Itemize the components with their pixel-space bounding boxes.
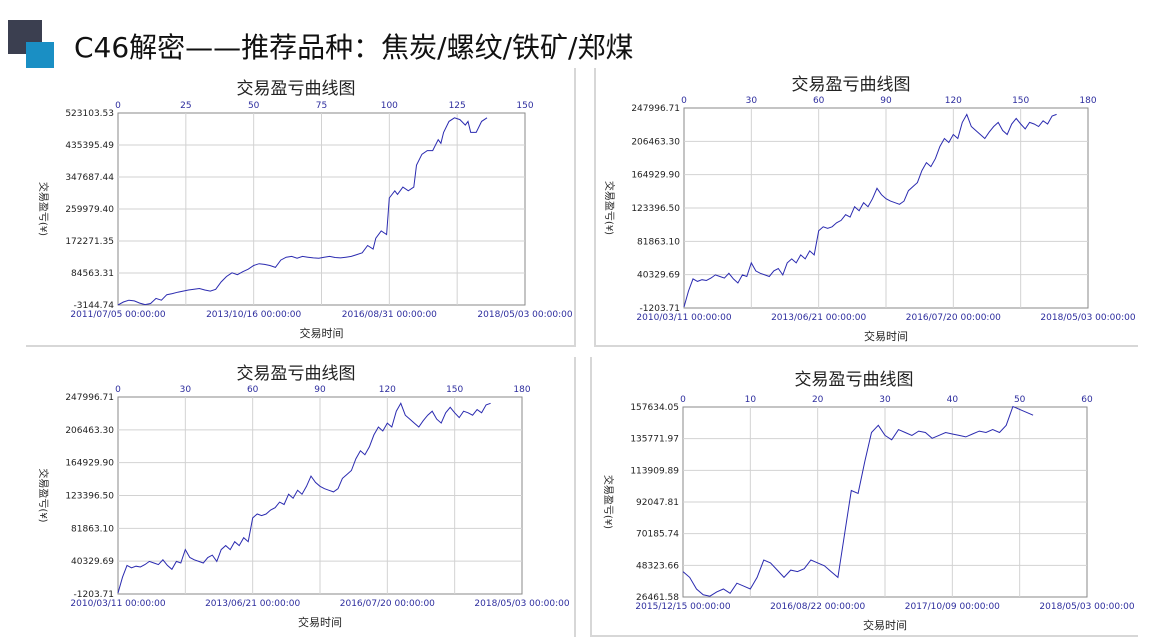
x-tick-label: 2010/03/11 00:00:00 — [70, 599, 165, 609]
chart-panel-4: 交易盈亏曲线图 157634.05 135771.97 113909.89 92047.… — [590, 357, 1138, 637]
y-tick-label: 92047.81 — [636, 498, 679, 508]
y-tick-label: 157634.05 — [630, 403, 679, 413]
chart-panel-1: 交易盈亏曲线图 523103.53 435395.49 347687.44 259979… — [26, 68, 576, 347]
chart-title: 交易盈亏曲线图 — [792, 75, 911, 95]
equity-curve-line — [117, 117, 488, 306]
top-tick-label: 60 — [1081, 395, 1093, 405]
y-axis-label: 交易盈亏(¥) — [602, 475, 615, 529]
chart-panel-3: 交易盈亏曲线图 247996.71 206463.30 164929.90 123396… — [26, 357, 576, 637]
top-tick-label: 100 — [381, 101, 398, 111]
y-axis-label: 交易盈亏(¥) — [37, 468, 50, 522]
y-tick-label: 206463.30 — [65, 426, 114, 436]
chart-2-svg: 交易盈亏曲线图 247996.71 206463.30 164929.90 123396… — [603, 75, 1136, 343]
y-tick-label: 40329.69 — [71, 557, 114, 567]
x-tick-label: 2018/05/03 00:00:00 — [477, 310, 572, 320]
y-tick-label: 164929.90 — [65, 459, 114, 469]
top-tick-label: 30 — [746, 96, 758, 106]
x-tick-label: 2011/07/05 00:00:00 — [70, 310, 165, 320]
top-tick-label: 30 — [180, 385, 192, 395]
top-tick-label: 0 — [115, 385, 121, 395]
top-tick-label: 125 — [449, 101, 466, 111]
top-tick-label: 0 — [115, 101, 121, 111]
top-tick-label: 180 — [513, 385, 530, 395]
y-tick-label: -1203.71 — [640, 304, 680, 314]
y-tick-label: 84563.31 — [71, 269, 114, 279]
chart-panel-2: 交易盈亏曲线图 247996.71 206463.30 164929.90 123396… — [594, 68, 1138, 347]
x-tick-label: 2016/07/20 00:00:00 — [906, 313, 1001, 323]
x-tick-label: 2015/12/15 00:00:00 — [635, 602, 730, 612]
slide-logo — [8, 20, 54, 68]
x-axis-label: 交易时间 — [863, 618, 907, 632]
x-tick-label: 2013/06/21 00:00:00 — [771, 313, 866, 323]
chart-4-svg: 交易盈亏曲线图 157634.05 135771.97 113909.89 92047.… — [602, 370, 1135, 632]
y-tick-label: 135771.97 — [630, 435, 679, 445]
y-tick-label: 48323.66 — [636, 561, 679, 571]
y-tick-label: 247996.71 — [65, 393, 114, 403]
y-tick-label: 164929.90 — [631, 171, 680, 181]
equity-curve-line — [117, 402, 491, 594]
top-tick-label: 10 — [745, 395, 757, 405]
x-tick-label: 2017/10/09 00:00:00 — [905, 602, 1000, 612]
chart-title: 交易盈亏曲线图 — [795, 370, 914, 390]
top-tick-label: 40 — [947, 395, 959, 405]
chart-1-svg: 交易盈亏曲线图 523103.53 435395.49 347687.44 259979… — [37, 79, 573, 340]
chart-3-svg: 交易盈亏曲线图 247996.71 206463.30 164929.90 123396… — [37, 364, 570, 629]
x-axis-label: 交易时间 — [298, 615, 342, 629]
y-tick-label: 113909.89 — [630, 466, 679, 476]
top-tick-label: 120 — [379, 385, 396, 395]
x-axis-label: 交易时间 — [864, 329, 908, 343]
logo-blue-square — [26, 42, 54, 68]
x-tick-label: 2016/08/31 00:00:00 — [342, 310, 437, 320]
y-tick-label: 347687.44 — [65, 173, 114, 183]
top-tick-label: 180 — [1079, 96, 1096, 106]
top-tick-label: 60 — [813, 96, 825, 106]
top-tick-label: 20 — [812, 395, 824, 405]
y-tick-label: 70185.74 — [636, 530, 679, 540]
top-tick-label: 30 — [879, 395, 891, 405]
top-tick-label: 0 — [680, 395, 686, 405]
top-tick-label: 50 — [1014, 395, 1026, 405]
y-tick-label: 247996.71 — [631, 104, 680, 114]
y-tick-label: 435395.49 — [65, 141, 114, 151]
x-tick-label: 2013/06/21 00:00:00 — [205, 599, 300, 609]
top-tick-label: 75 — [316, 101, 327, 111]
top-tick-label: 150 — [516, 101, 533, 111]
equity-curve-line — [682, 405, 1034, 597]
top-tick-label: 150 — [1012, 96, 1029, 106]
x-tick-label: 2018/05/03 00:00:00 — [1040, 313, 1135, 323]
y-tick-label: 206463.30 — [631, 137, 680, 147]
top-tick-label: 50 — [248, 101, 260, 111]
y-tick-label: 523103.53 — [65, 109, 114, 119]
equity-curve-line — [683, 113, 1057, 308]
top-tick-label: 0 — [681, 96, 687, 106]
y-tick-label: -1203.71 — [74, 590, 114, 600]
x-tick-label: 2010/03/11 00:00:00 — [636, 313, 731, 323]
top-tick-label: 150 — [446, 385, 463, 395]
x-axis-label: 交易时间 — [300, 326, 344, 340]
x-tick-label: 2013/10/16 00:00:00 — [206, 310, 301, 320]
x-tick-label: 2016/07/20 00:00:00 — [340, 599, 435, 609]
y-tick-label: 81863.10 — [71, 524, 114, 534]
y-tick-label: 81863.10 — [637, 237, 680, 247]
top-tick-label: 60 — [247, 385, 259, 395]
y-axis-label: 交易盈亏(¥) — [37, 182, 50, 236]
top-tick-label: 120 — [945, 96, 962, 106]
y-tick-label: 123396.50 — [631, 204, 680, 214]
y-tick-label: 26461.58 — [636, 593, 679, 603]
chart-title: 交易盈亏曲线图 — [237, 79, 356, 99]
top-tick-label: 90 — [314, 385, 326, 395]
top-tick-label: 25 — [180, 101, 191, 111]
slide-title: C46解密——推荐品种：焦炭/螺纹/铁矿/郑煤 — [74, 31, 634, 64]
x-tick-label: 2018/05/03 00:00:00 — [474, 599, 569, 609]
x-tick-label: 2016/08/22 00:00:00 — [770, 602, 865, 612]
x-tick-label: 2018/05/03 00:00:00 — [1039, 602, 1134, 612]
y-tick-label: 123396.50 — [65, 492, 114, 502]
y-tick-label: 259979.40 — [65, 205, 114, 215]
y-axis-label: 交易盈亏(¥) — [603, 181, 616, 235]
y-tick-label: 172271.35 — [65, 237, 114, 247]
top-tick-label: 90 — [880, 96, 892, 106]
y-tick-label: 40329.69 — [637, 271, 680, 281]
chart-title: 交易盈亏曲线图 — [237, 364, 356, 384]
y-tick-label: -3144.74 — [74, 301, 115, 311]
